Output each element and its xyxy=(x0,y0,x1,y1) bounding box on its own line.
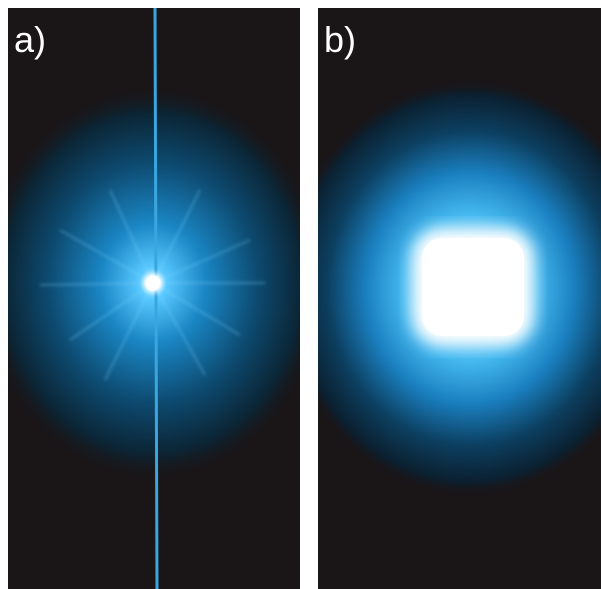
figure: a) b) xyxy=(0,0,601,589)
panel-a xyxy=(0,8,328,589)
panel-label: a) xyxy=(14,19,46,60)
panel-label: b) xyxy=(324,19,356,60)
panel-b xyxy=(280,8,601,589)
vertical-streak xyxy=(155,8,157,589)
